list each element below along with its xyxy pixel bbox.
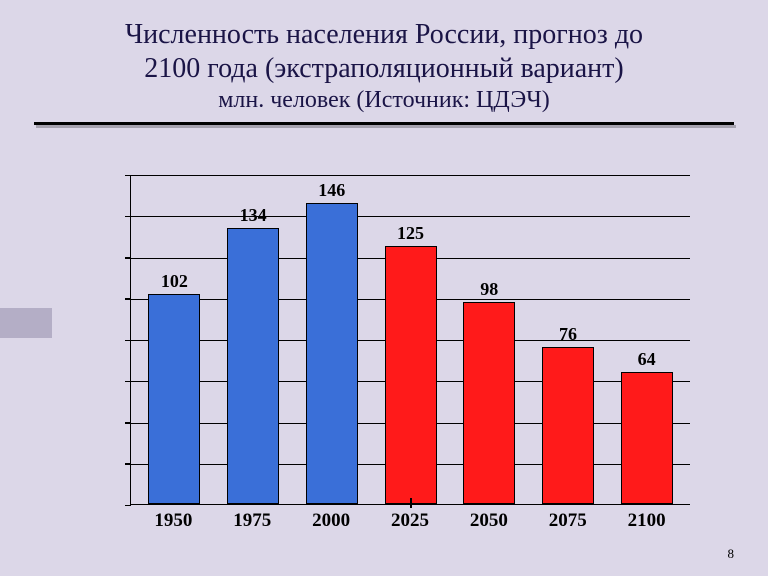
- bar: 134: [227, 228, 279, 504]
- sidebar-accent: [0, 308, 52, 338]
- bar-slot: 146: [292, 175, 371, 504]
- title-line-1: Численность населения России, прогноз до: [60, 18, 708, 52]
- bar-value-label: 64: [638, 349, 656, 370]
- bar: 125: [385, 246, 437, 504]
- x-axis-center-tick: [410, 498, 412, 508]
- x-axis-label: 2050: [449, 510, 528, 532]
- bar-value-label: 98: [480, 279, 498, 300]
- bar: 146: [306, 203, 358, 504]
- bar: 98: [463, 302, 515, 504]
- bar-value-label: 76: [559, 324, 577, 345]
- bars-container: 102134146125987664: [131, 175, 690, 504]
- slide: Численность населения России, прогноз до…: [0, 0, 768, 576]
- x-axis-labels: 1950197520002025205020752100: [130, 510, 690, 532]
- x-axis-label: 2100: [607, 510, 686, 532]
- bar-value-label: 125: [397, 223, 424, 244]
- title-block: Численность населения России, прогноз до…: [60, 18, 708, 114]
- x-axis-label: 2075: [528, 510, 607, 532]
- bar-slot: 134: [214, 175, 293, 504]
- title-underline: [34, 122, 734, 125]
- bar-slot: 64: [607, 175, 686, 504]
- x-axis-label: 2000: [292, 510, 371, 532]
- title-line-2: 2100 года (экстраполяционный вариант): [60, 52, 708, 86]
- subtitle: млн. человек (Источник: ЦДЭЧ): [60, 87, 708, 114]
- page-number: 8: [728, 546, 735, 562]
- bar: 76: [542, 347, 594, 504]
- x-axis-label: 1975: [213, 510, 292, 532]
- bar-slot: 98: [450, 175, 529, 504]
- bar-slot: 76: [529, 175, 608, 504]
- bar: 64: [621, 372, 673, 504]
- bar: 102: [148, 294, 200, 504]
- bar-value-label: 146: [318, 180, 345, 201]
- bar-slot: 102: [135, 175, 214, 504]
- chart-area: 102134146125987664 195019752000202520502…: [130, 150, 690, 550]
- x-axis-label: 1950: [134, 510, 213, 532]
- bar-slot: 125: [371, 175, 450, 504]
- y-tick: [125, 505, 131, 507]
- bar-value-label: 102: [161, 271, 188, 292]
- bar-value-label: 134: [240, 205, 267, 226]
- chart-plot: 102134146125987664: [130, 175, 690, 505]
- x-axis-label: 2025: [371, 510, 450, 532]
- title-underline-shadow: [36, 125, 736, 128]
